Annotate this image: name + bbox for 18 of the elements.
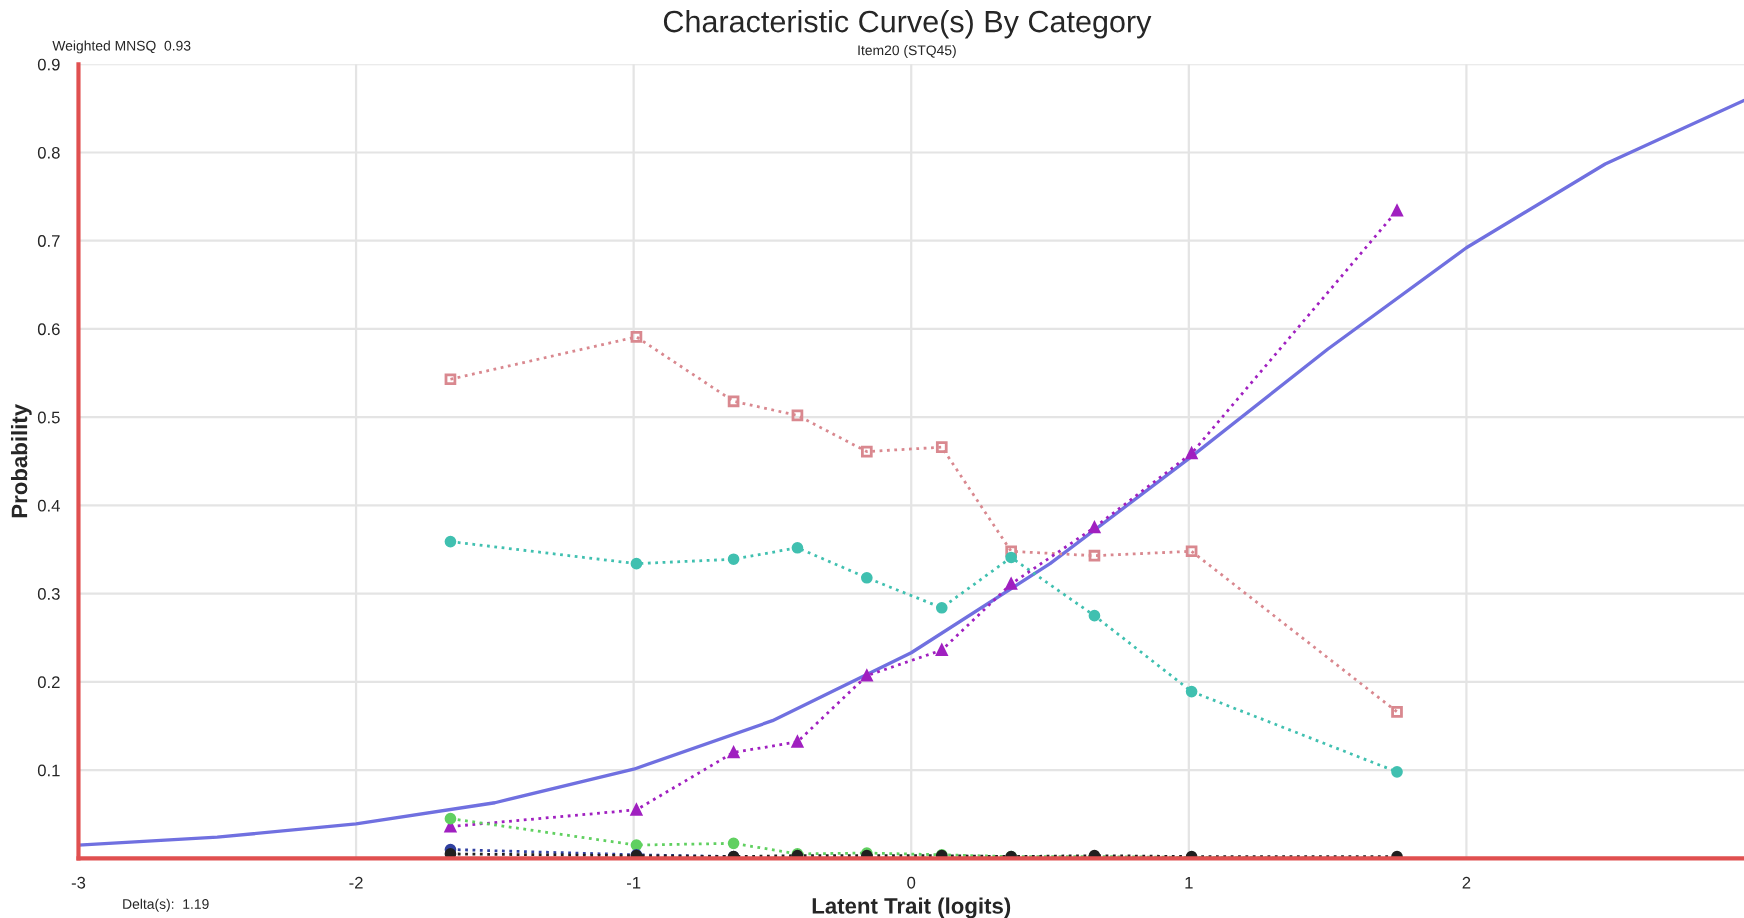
x-tick-label: 0 [907,876,916,889]
y-axis-title: Probability [10,403,32,518]
x-tick-label: -3 [71,876,86,889]
y-tick-label: 0.2 [37,676,60,689]
y-tick-label: 0.9 [37,58,60,71]
x-tick-label: -2 [349,876,363,889]
y-tick-label: 0.6 [37,323,60,336]
x-axis-title: Latent Trait (logits) [812,897,1011,918]
y-tick-label: 0.3 [37,588,60,600]
y-tick-label: 0.1 [37,764,60,777]
x-tick-label: 1 [1185,877,1193,889]
chart-title: Characteristic Curve(s) By Category [663,9,1152,39]
x-tick-label: 2 [1462,876,1471,889]
x-tick-label: -1 [626,877,641,889]
y-tick-label: 0.4 [37,499,60,512]
y-tick-label: 0.5 [37,411,60,424]
y-tick-label: 0.8 [37,146,60,159]
y-tick-label: 0.7 [37,235,60,247]
